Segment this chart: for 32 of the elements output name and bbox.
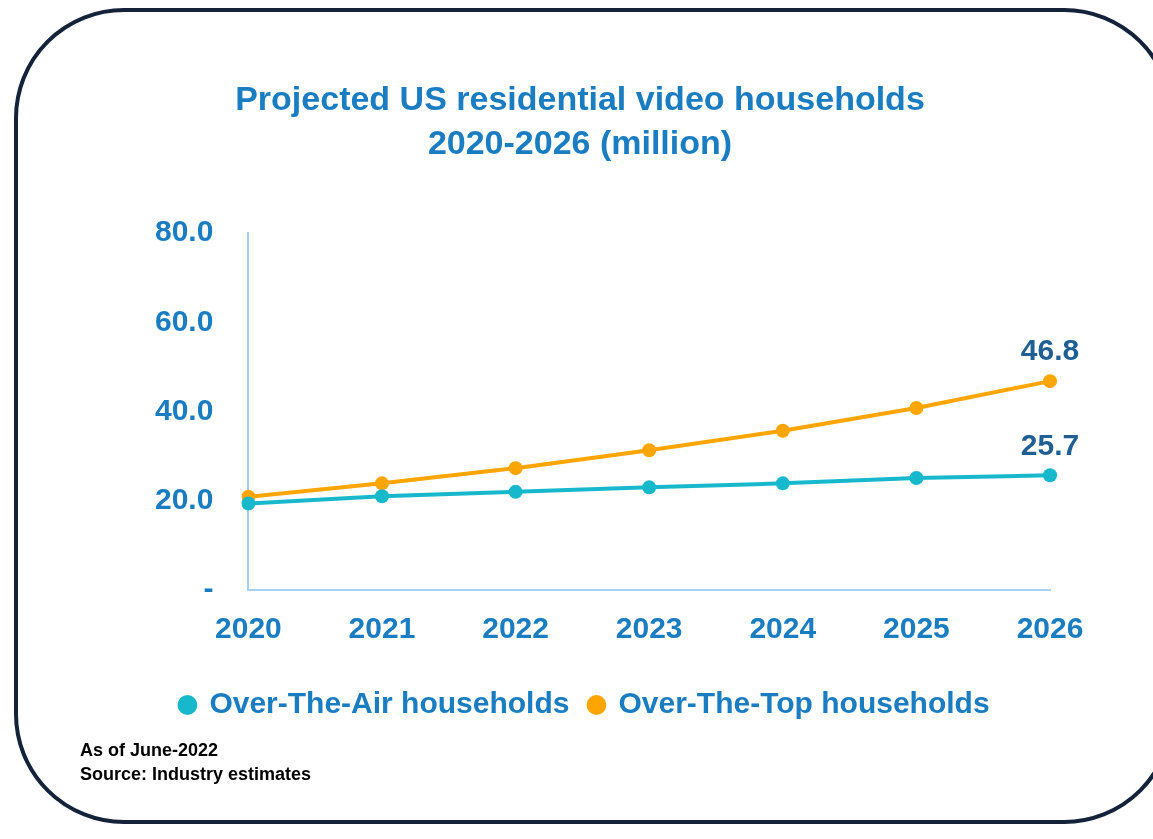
x-tick-label: 2022 [482,611,549,645]
point [241,496,256,511]
point [1043,374,1057,389]
legend-label: Over-The-Top households [618,686,990,720]
y-tick-label: 60.0 [155,303,214,337]
source-note: Source: Industry estimates [80,763,312,786]
y-tick-label: 20.0 [155,482,214,516]
point [374,489,389,504]
point [642,480,657,495]
point [508,461,523,476]
x-tick-label: 2026 [1016,611,1084,645]
point [374,476,389,491]
data-label: 25.7 [1020,427,1080,461]
x-tick-label: 2024 [749,611,817,645]
point [775,476,790,491]
x-tick-label: 2021 [348,611,416,645]
point [909,400,924,415]
y-tick-label: - [203,571,214,605]
x-tick-label: 2025 [883,611,950,645]
point [642,443,657,458]
point [909,470,924,485]
data-label: 46.8 [1020,333,1080,367]
x-tick-label: 2023 [615,611,683,645]
chart-title: Projected US residential video households 2020-2026 (million) [234,78,926,163]
point [775,423,790,438]
x-tick-label: 2020 [215,611,282,645]
y-tick-label: 80.0 [155,214,214,248]
point [1043,468,1057,483]
point [508,484,523,499]
y-tick-label: 40.0 [155,392,214,426]
text: As of June-2022 [80,739,220,762]
legend-label: Over-The-Air households [209,686,570,720]
